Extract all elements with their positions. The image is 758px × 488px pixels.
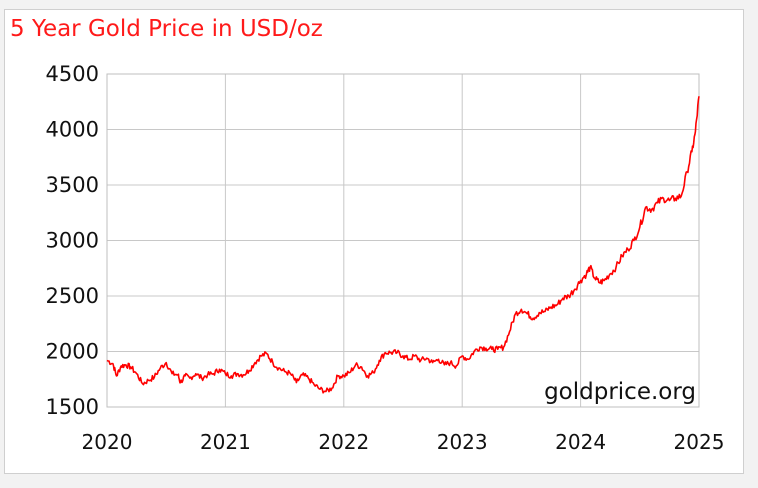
watermark-text: goldprice.org xyxy=(544,379,696,405)
plot-border xyxy=(106,73,700,408)
x-tick-label: 2021 xyxy=(200,430,251,454)
x-tick-label: 2020 xyxy=(82,430,133,454)
y-tick-label: 4500 xyxy=(46,62,99,86)
x-tick-label: 2024 xyxy=(555,430,606,454)
y-tick-label: 2000 xyxy=(46,340,99,364)
y-tick-label: 3000 xyxy=(46,229,99,253)
y-tick-label: 2500 xyxy=(46,284,99,308)
y-axis: 4500 4000 3500 3000 2500 2000 1500 xyxy=(46,62,99,419)
y-tick-label: 1500 xyxy=(46,395,99,419)
x-tick-label: 2025 xyxy=(674,430,725,454)
y-tick-label: 3500 xyxy=(46,173,99,197)
x-tick-label: 2022 xyxy=(318,430,369,454)
chart-frame xyxy=(4,9,744,474)
series-line xyxy=(106,96,700,394)
x-tick-label: 2023 xyxy=(437,430,488,454)
chart-title: 5 Year Gold Price in USD/oz xyxy=(10,16,323,42)
x-axis: 2020 2021 2022 2023 2024 2025 xyxy=(82,430,725,454)
y-tick-label: 4000 xyxy=(46,118,99,142)
